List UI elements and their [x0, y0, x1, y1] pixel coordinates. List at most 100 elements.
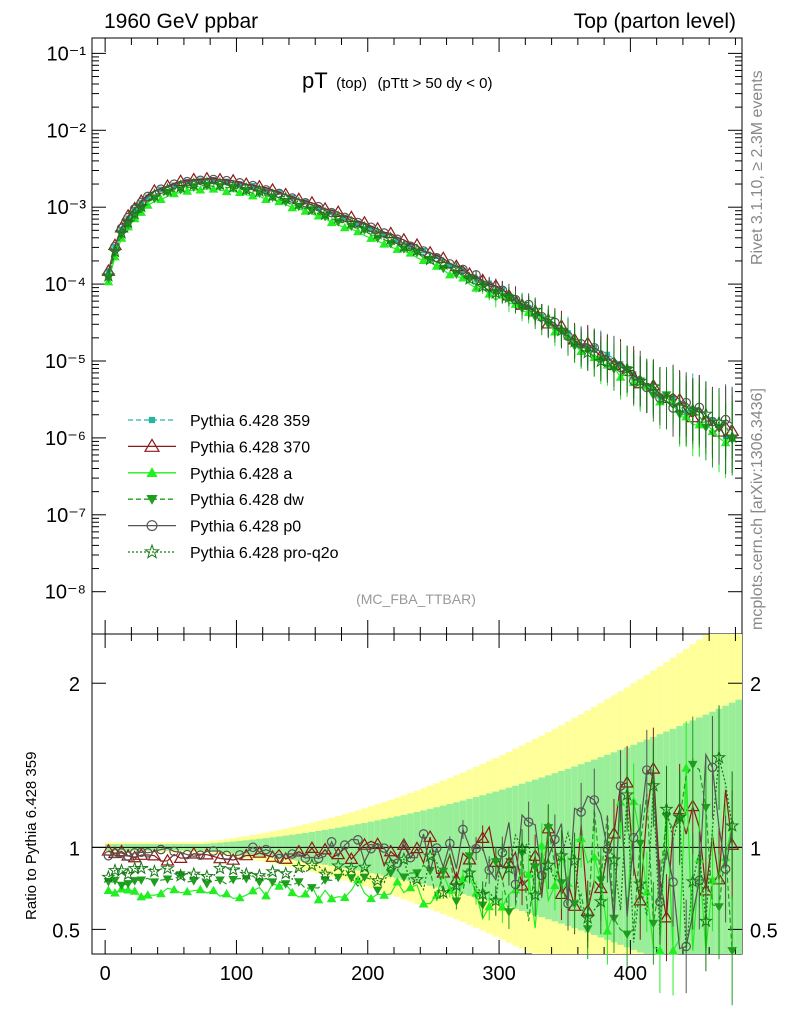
data-point	[274, 196, 284, 206]
data-point	[407, 242, 414, 248]
ratio-point	[326, 893, 337, 903]
ratio-point	[241, 875, 252, 884]
inner-band	[650, 736, 657, 954]
data-point	[237, 181, 243, 187]
ratio-point	[252, 867, 267, 882]
ratio-point	[186, 866, 201, 881]
data-point	[339, 212, 350, 223]
ratio-point	[261, 890, 271, 900]
ratio-point	[353, 874, 363, 884]
ratio-point	[136, 876, 147, 885]
ratio-point	[287, 887, 298, 897]
ratio-point	[379, 890, 389, 899]
ratio-point	[226, 862, 241, 876]
ratio-point	[116, 881, 127, 891]
data-point	[394, 237, 401, 243]
ratio-point	[418, 829, 429, 839]
x-tick-label: 400	[614, 963, 647, 985]
data-point	[287, 193, 298, 203]
legend-marker	[146, 495, 158, 505]
ratio-series-3	[103, 716, 737, 1006]
x-tick-label: 0	[100, 963, 111, 985]
legend-label: Pythia 6.428 a	[190, 466, 292, 483]
data-point	[248, 190, 258, 200]
legend: Pythia 6.428 359 Pythia 6.428 370 Pythia 6…	[128, 413, 339, 562]
ratio-point	[274, 853, 284, 864]
ratio-point	[169, 884, 179, 894]
ratio-point	[418, 899, 429, 908]
inner-band	[735, 699, 742, 954]
ratio-point	[396, 851, 412, 866]
data-point	[445, 259, 455, 269]
ratio-point	[300, 889, 311, 898]
data-point	[431, 261, 442, 270]
ratio-point	[370, 873, 385, 887]
ratio-point	[182, 849, 193, 860]
series-2	[103, 184, 733, 478]
ratio-line	[108, 768, 733, 918]
y-tick-label: 10⁻⁶	[45, 428, 86, 450]
series-line	[107, 178, 733, 439]
ratio-point	[129, 886, 140, 895]
ratio-point	[331, 858, 346, 872]
data-point	[134, 198, 149, 213]
data-point	[331, 210, 346, 224]
legend-label: Pythia 6.428 pro-q2o	[190, 545, 339, 562]
data-point	[234, 178, 245, 188]
ratio-point	[317, 866, 333, 881]
ratio-point	[385, 869, 396, 878]
legend-entry-4: Pythia 6.428 p0	[128, 519, 301, 536]
ratio-y-axis-label: Ratio to Pythia 6.428 359	[23, 752, 40, 920]
data-point	[366, 233, 376, 242]
data-point	[186, 177, 201, 191]
data-point	[274, 188, 284, 199]
ratio-point	[248, 842, 258, 853]
ratio-point	[169, 846, 179, 857]
inner-band	[656, 734, 664, 954]
data-point	[418, 255, 429, 265]
ratio-y-tick-label: 2	[69, 674, 80, 696]
data-point	[447, 262, 453, 269]
tick-labels: 10⁻¹ 10⁻² 10⁻³ 10⁻⁴ 10⁻⁵ 10⁻⁶ 10⁻⁷ 10⁻⁸ 0.5 0.5 1 1…	[45, 43, 778, 985]
y-tick-label: 10⁻⁴	[45, 274, 86, 296]
data-point	[317, 206, 333, 221]
inner-band	[643, 739, 651, 954]
ratio-y-tick-label-right: 1	[750, 838, 761, 860]
data-point	[110, 248, 120, 258]
process-label: Top (parton level)	[574, 10, 736, 33]
data-point	[173, 179, 188, 193]
data-point	[409, 242, 425, 257]
series-line	[107, 184, 733, 440]
x-tick-label: 100	[220, 963, 253, 985]
data-point	[372, 234, 383, 244]
inner-band	[682, 723, 690, 954]
ratio-point	[280, 880, 291, 889]
data-point	[436, 251, 451, 264]
data-point	[326, 217, 337, 227]
ratio-point	[431, 843, 442, 853]
data-point	[381, 232, 387, 238]
data-point	[370, 221, 385, 234]
data-point	[353, 217, 363, 228]
ratio-line	[107, 757, 733, 951]
data-point	[234, 187, 245, 196]
ratio-point	[370, 837, 385, 850]
ratio-point	[366, 843, 376, 854]
ratio-point	[300, 853, 311, 863]
ratio-point	[291, 859, 306, 874]
ratio-y-tick-label-right: 2	[750, 674, 761, 696]
data-point	[436, 256, 451, 271]
ratio-point	[129, 848, 140, 858]
data-point	[221, 186, 232, 196]
plot-title-main: pT	[302, 68, 328, 93]
ratio-point	[134, 860, 149, 875]
ratio-point	[215, 876, 225, 885]
data-point	[405, 248, 416, 257]
ratio-series-5	[101, 705, 740, 972]
ratio-point	[239, 848, 254, 861]
data-point	[396, 239, 412, 253]
plot-title-cut: (pTtt > 50 dy < 0)	[377, 75, 492, 92]
ratio-point	[162, 875, 173, 884]
ratio-point	[278, 851, 293, 864]
legend-entry-2: Pythia 6.428 a	[128, 466, 292, 483]
